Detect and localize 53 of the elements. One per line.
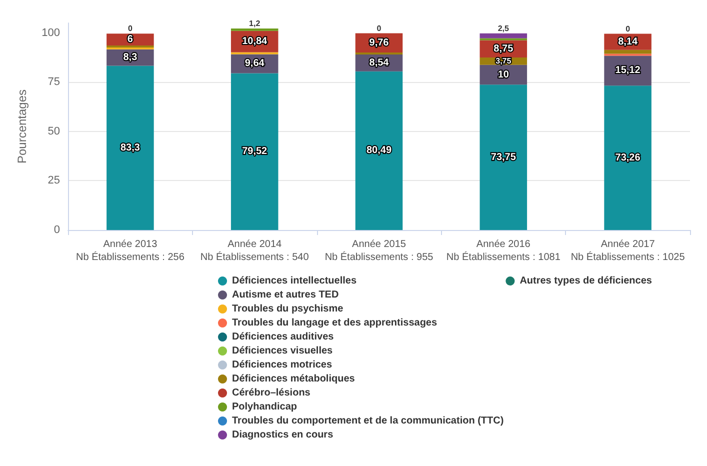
x-tick-label: Année 2013 Nb Établissements : 256 xyxy=(76,239,185,263)
data-label: 10,84 xyxy=(242,36,268,48)
legend-label: Déficiences motrices xyxy=(232,360,332,370)
y-tick-label: 75 xyxy=(48,76,60,88)
bar xyxy=(355,71,403,230)
x-tick-label: Année 2015 Nb Établissements : 955 xyxy=(324,239,434,263)
y-tick-label: 25 xyxy=(48,174,60,187)
legend-label: Cérébro–lésions xyxy=(232,388,311,398)
x-tick-label: Année 2016 Nb Établissements : 1081 xyxy=(446,239,561,263)
y-tick-label: 100 xyxy=(42,26,60,39)
x-tick-label: Année 2017 Nb Établissements : 1025 xyxy=(570,239,686,263)
legend-label: Déficiences intellectuelles xyxy=(232,276,357,286)
data-label: 9,76 xyxy=(369,37,390,48)
data-label: 10 xyxy=(498,69,510,80)
data-label: 80,49 xyxy=(366,145,392,156)
data-label: 15,12 xyxy=(615,65,641,76)
y-axis-title: Pourcentages xyxy=(15,89,29,164)
legend-label: Déficiences métaboliques xyxy=(232,374,356,384)
legend-label: Polyhandicap xyxy=(232,402,298,412)
data-label: 8,14 xyxy=(618,36,638,48)
data-label: 73,26 xyxy=(615,152,641,164)
data-label: 1,2 xyxy=(249,19,261,28)
bar xyxy=(604,50,652,54)
data-label: 6 xyxy=(127,34,134,46)
y-tick-label: 50 xyxy=(48,125,60,138)
x-tick-label: Année 2014 Nb Établissements : 540 xyxy=(200,239,310,263)
data-label: 0 xyxy=(128,24,133,34)
legend-label: Autres types de déficiences xyxy=(520,276,652,286)
data-label: 9,64 xyxy=(244,58,265,70)
data-label: 8,3 xyxy=(123,52,138,64)
legend-label: Diagnostics en cours xyxy=(232,430,334,440)
bar xyxy=(480,33,528,38)
data-label: 79,52 xyxy=(242,146,268,158)
bar xyxy=(230,73,278,230)
data-label: 8,75 xyxy=(494,43,514,54)
legend-label: Autisme et autres TED xyxy=(232,290,339,300)
data-label: 0 xyxy=(626,24,631,34)
bar xyxy=(106,34,154,46)
data-label: 8,54 xyxy=(369,57,390,68)
bar xyxy=(480,84,528,230)
legend-label: Déficiences visuelles xyxy=(232,346,334,356)
legend-label: Troubles du psychisme xyxy=(232,304,344,314)
legend-label: Déficiences auditives xyxy=(232,332,334,342)
data-label: 83,3 xyxy=(120,142,140,154)
bar xyxy=(106,66,154,230)
data-label: 0 xyxy=(376,24,382,33)
bar xyxy=(604,86,652,230)
legend-label: Troubles du comportement et de la communication (TTC) xyxy=(232,416,504,426)
data-label: 3,75 xyxy=(496,56,512,66)
legend-label: Troubles du langage et des apprentissages xyxy=(232,318,438,328)
y-tick-label: 0 xyxy=(54,224,60,236)
data-label: 73,75 xyxy=(490,152,516,163)
data-label: 2,5 xyxy=(498,24,510,33)
